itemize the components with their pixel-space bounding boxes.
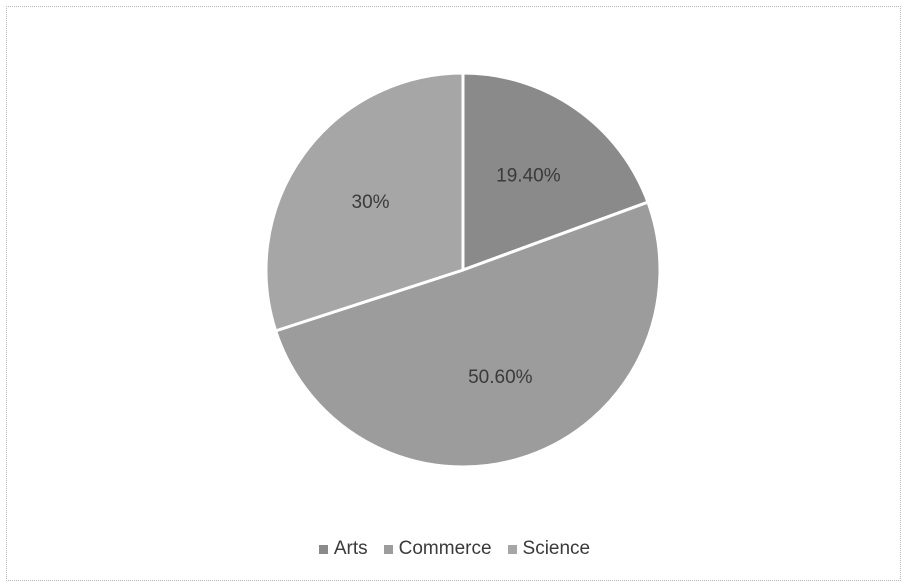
legend-item-commerce: Commerce (383, 538, 492, 560)
pie-data-labels: 19.40% 50.60% 30% (352, 165, 561, 388)
pie-slice-commerce (274, 200, 662, 469)
legend-item-science: Science (507, 538, 591, 560)
legend-label-arts: Arts (333, 538, 368, 559)
pie-slice-science (264, 71, 465, 333)
data-label-commerce: 50.60% (468, 367, 533, 388)
legend: Arts Commerce Science (0, 538, 909, 560)
pie-slices (264, 71, 662, 469)
legend-item-arts: Arts (318, 538, 368, 560)
legend-label-commerce: Commerce (398, 538, 492, 559)
legend-swatch-science (507, 544, 517, 554)
pie-slice-arts (461, 71, 650, 272)
legend-swatch-commerce (383, 544, 393, 554)
legend-label-science: Science (522, 538, 591, 559)
data-label-arts: 19.40% (496, 165, 561, 186)
data-label-science: 30% (352, 192, 390, 213)
legend-swatch-arts (318, 544, 328, 554)
